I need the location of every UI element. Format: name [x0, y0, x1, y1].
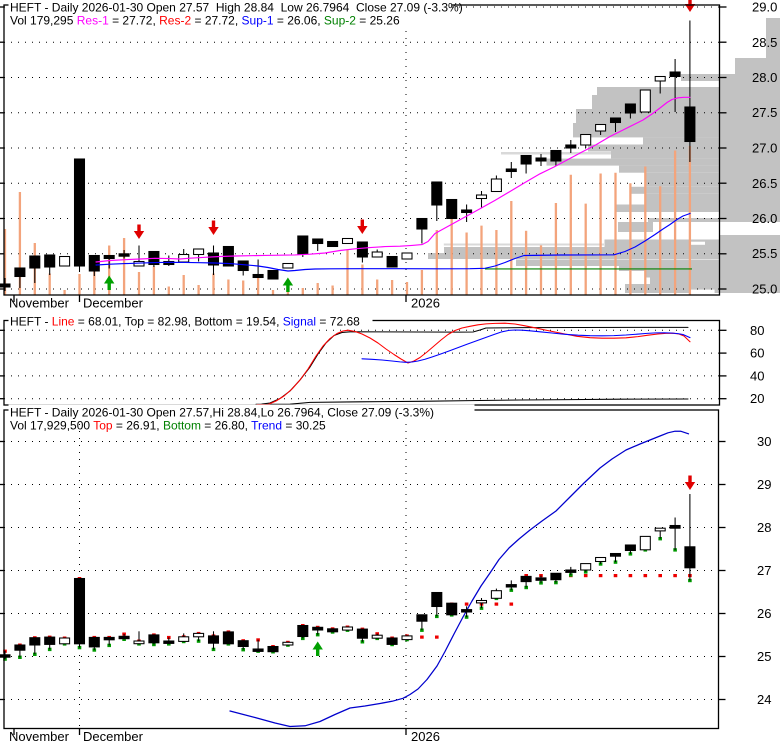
svg-text:HEFT - Line = 68.01, Top = 82.: HEFT - Line = 68.01, Top = 82.98, Bottom…	[10, 315, 360, 329]
svg-text:25.5: 25.5	[752, 246, 777, 261]
svg-text:November: November	[9, 296, 70, 311]
svg-text:28.0: 28.0	[752, 70, 777, 85]
svg-text:November: November	[9, 729, 70, 744]
svg-text:26: 26	[757, 606, 771, 621]
svg-text:27.5: 27.5	[752, 105, 777, 120]
svg-text:HEFT - Daily 2026-01-30 Open 2: HEFT - Daily 2026-01-30 Open 27.57,Hi 28…	[10, 406, 434, 420]
svg-text:Vol 179,295 Res-1 = 27.72, Res: Vol 179,295 Res-1 = 27.72, Res-2 = 27.72…	[10, 14, 400, 28]
svg-text:20: 20	[750, 391, 764, 406]
svg-text:25: 25	[757, 649, 771, 664]
svg-text:December: December	[83, 729, 144, 744]
svg-text:40: 40	[750, 368, 764, 383]
svg-text:25.0: 25.0	[752, 282, 777, 297]
svg-text:27: 27	[757, 563, 771, 578]
svg-text:HEFT - Daily 2026-01-30 Open 2: HEFT - Daily 2026-01-30 Open 27.57 High …	[10, 1, 463, 15]
svg-text:26.0: 26.0	[752, 211, 777, 226]
svg-text:28.5: 28.5	[752, 35, 777, 50]
svg-text:28: 28	[757, 520, 771, 535]
svg-text:26.5: 26.5	[752, 176, 777, 191]
svg-text:29: 29	[757, 477, 771, 492]
svg-text:30: 30	[757, 434, 771, 449]
svg-text:80: 80	[750, 323, 764, 338]
svg-text:Vol 17,929,500 Top = 26.91, Bo: Vol 17,929,500 Top = 26.91, Bottom = 26.…	[10, 419, 326, 433]
svg-text:27.0: 27.0	[752, 141, 777, 156]
svg-text:24: 24	[757, 692, 771, 707]
svg-text:29.0: 29.0	[752, 0, 777, 15]
svg-text:2026: 2026	[411, 296, 440, 311]
svg-text:60: 60	[750, 346, 764, 361]
svg-text:December: December	[83, 296, 144, 311]
svg-text:2026: 2026	[411, 729, 440, 744]
